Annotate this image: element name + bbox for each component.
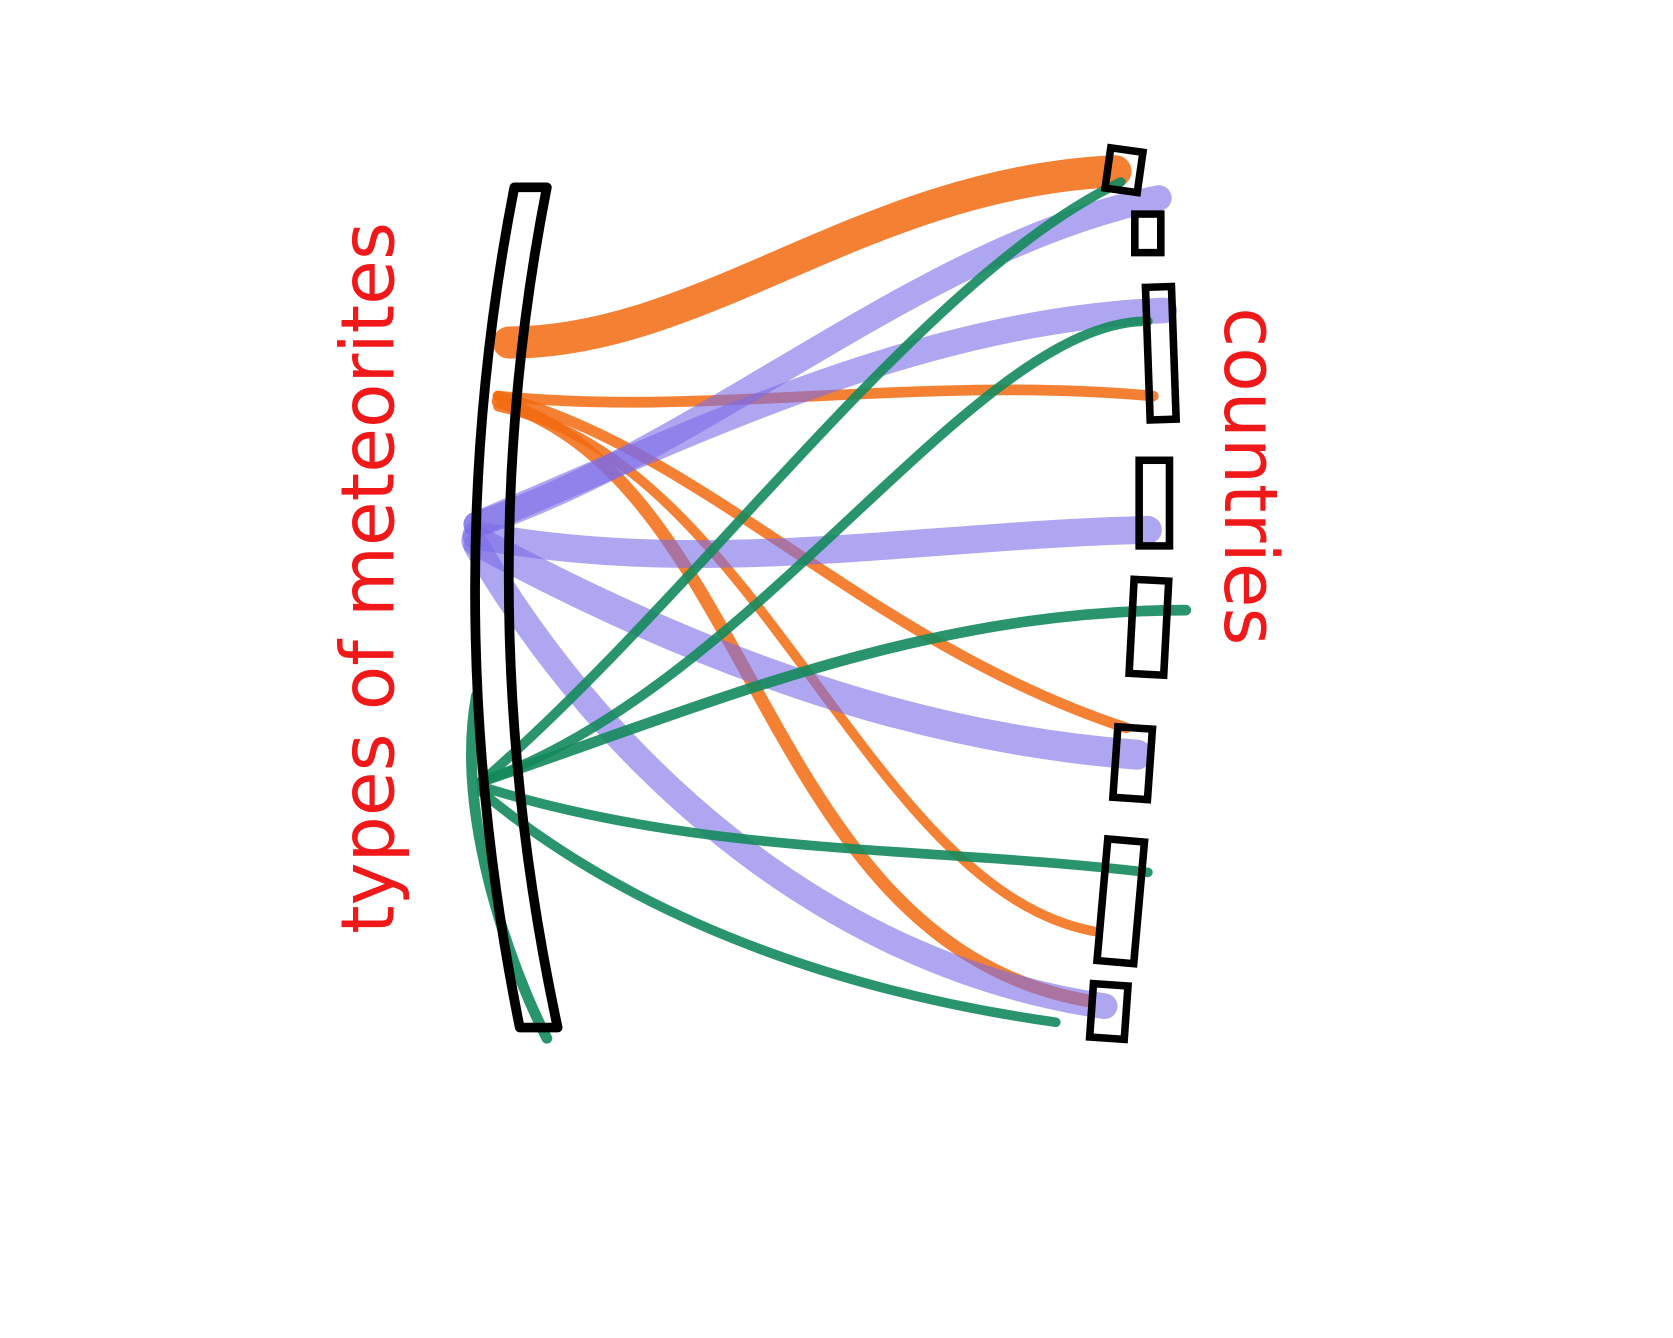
right-label: countries <box>1207 307 1292 645</box>
category-arc <box>470 182 563 1033</box>
flow <box>476 604 1192 787</box>
flows <box>461 155 1192 1044</box>
flow <box>476 177 1126 787</box>
flow <box>461 525 1153 770</box>
flow <box>492 155 1132 359</box>
flow <box>466 690 553 1044</box>
country-box <box>1131 210 1165 257</box>
flow <box>463 297 1178 538</box>
country-box <box>1125 575 1173 680</box>
country-box <box>1108 722 1157 804</box>
flow <box>476 787 1061 1028</box>
country-box <box>1085 979 1133 1044</box>
left-label: types of meteorites <box>326 222 411 934</box>
country-box <box>1100 143 1148 197</box>
flow <box>476 781 1153 878</box>
flow <box>476 316 1153 787</box>
country-box <box>1141 282 1181 424</box>
country-box <box>1092 834 1149 968</box>
country-boxes <box>1085 143 1181 1044</box>
country-box <box>1135 456 1174 550</box>
